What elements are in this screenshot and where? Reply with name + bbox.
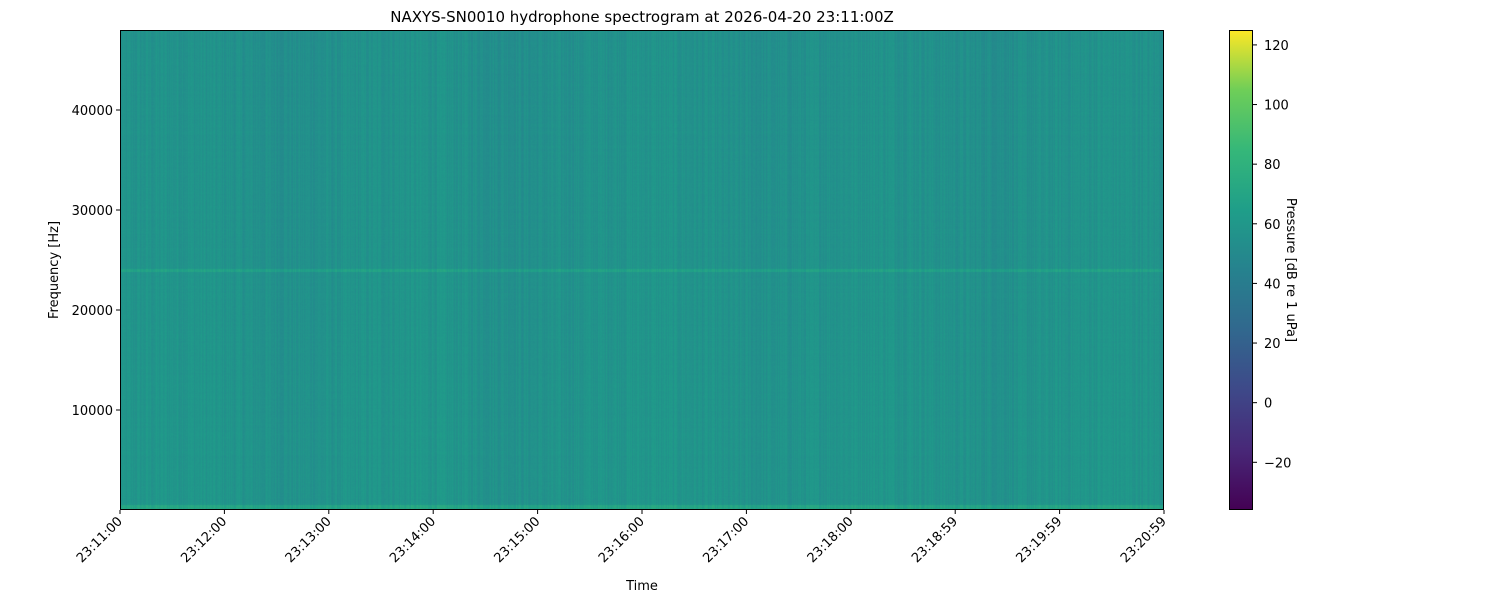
x-tick-label: 23:11:00	[74, 514, 126, 566]
x-tick-label: 23:15:00	[492, 514, 544, 566]
y-tick-label: 30000	[72, 204, 113, 219]
y-tick-label: 20000	[72, 304, 113, 319]
x-tick-label: 23:20:59	[1118, 514, 1170, 566]
x-tick-label: 23:18:00	[805, 514, 857, 566]
colorbar-tick-label: 60	[1264, 218, 1281, 233]
plot-frame	[120, 30, 1164, 510]
y-tick-label: 10000	[72, 404, 113, 419]
colorbar-tick-label: 0	[1264, 397, 1272, 412]
colorbar-tick-label: −20	[1264, 456, 1291, 471]
colorbar-tick-label: 100	[1264, 99, 1289, 114]
colorbar-tick-label: 20	[1264, 337, 1281, 352]
colorbar-label: Pressure [dB re 1 uPa]	[1283, 198, 1298, 342]
x-tick-label: 23:16:00	[596, 514, 648, 566]
x-tick-label: 23:12:00	[178, 514, 230, 566]
colorbar	[1229, 30, 1253, 510]
x-tick-label: 23:19:59	[1014, 514, 1066, 566]
y-tick-label: 40000	[72, 104, 113, 119]
x-axis-label: Time	[625, 579, 658, 594]
colorbar-tick-label: 40	[1264, 277, 1281, 292]
colorbar-tick-label: 80	[1264, 158, 1281, 173]
x-tick-label: 23:18:59	[909, 514, 961, 566]
x-tick-label: 23:17:00	[700, 514, 752, 566]
y-axis: 10000 20000 30000 40000	[72, 104, 120, 419]
colorbar-axis: −20 0 20 40 60 80 100 120	[1253, 39, 1291, 471]
spectrogram-image	[120, 30, 1164, 510]
colorbar-tick-label: 120	[1264, 39, 1289, 54]
y-axis-label: Frequency [Hz]	[47, 221, 62, 319]
x-tick-label: 23:14:00	[387, 514, 439, 566]
x-axis: 23:11:00 23:12:00 23:13:00 23:14:00 23:15:00…	[74, 510, 1170, 566]
x-tick-label: 23:13:00	[283, 514, 335, 566]
chart-title: NAXYS-SN0010 hydrophone spectrogram at 2…	[390, 8, 894, 26]
